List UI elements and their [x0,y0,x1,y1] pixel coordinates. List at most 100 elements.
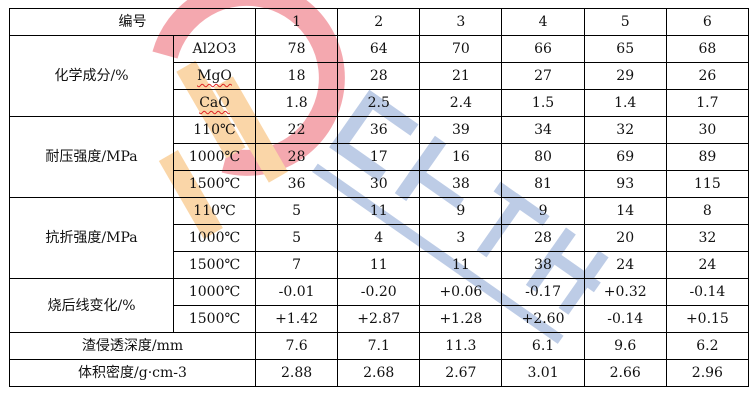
table-row: 烧后线变化/% 1000℃ -0.01 -0.20 +0.06 -0.17 +0.32 -0.… [9,278,750,333]
value-cell: 30 [665,116,750,144]
row-sublabel: CaO [173,89,256,117]
value-cell: 9.6 [583,332,667,360]
value-cell: 9 [419,197,503,225]
value-cell: 66 [501,35,585,63]
value-cell: 30 [337,170,421,198]
value-cell: 11.3 [419,332,503,360]
value-cell: 78 [254,35,339,63]
value-cell: 70 [419,35,503,63]
value-cell: 36 [337,116,421,144]
group-label: 耐压强度/MPa [9,116,174,198]
value-cell: 16 [419,143,503,171]
value-cell: 32 [583,116,667,144]
value-cell: 5 [254,224,339,252]
value-cell: 22 [254,116,339,144]
value-cell: 4 [337,224,421,252]
column-header: 2 [337,8,421,36]
value-cell: 36 [254,170,339,198]
value-cell: 21 [419,62,503,90]
value-cell: 68 [665,35,750,63]
table-row: 1500℃ 7 11 11 38 24 24 [10,251,750,279]
header-label: 编号 [9,8,256,36]
value-cell: 20 [583,224,667,252]
column-header: 1 [254,8,339,36]
value-cell: 28 [254,143,339,171]
row-sublabel: MgO [173,62,256,90]
value-cell: 11 [337,251,421,279]
value-cell: 1.4 [583,89,667,117]
sublabel-text: 1500℃ [188,257,241,273]
sublabel-text: 110℃ [193,203,236,219]
value-cell: 1.5 [501,89,585,117]
value-cell: 64 [337,35,421,63]
value-cell: 3.01 [501,359,585,387]
table-row: 耐压强度/MPa 110℃ 22 36 39 34 32 30 [9,116,750,198]
value-cell: 24 [583,251,667,279]
column-header: 3 [419,8,503,36]
value-cell: +0.32 [583,278,667,306]
sublabel-text: 110℃ [193,122,236,138]
header-row: 编号 1 2 3 4 5 6 [9,8,750,36]
value-cell: 7.6 [254,332,339,360]
value-cell: 28 [337,62,421,90]
value-cell: 81 [501,170,585,198]
value-cell: 14 [583,197,667,225]
column-header: 6 [665,8,750,36]
value-cell: 3 [419,224,503,252]
table-row: MgO 18 28 21 27 29 26 [10,62,750,90]
value-cell: -0.14 [583,305,667,333]
row-sublabel: 1500℃ [173,305,256,333]
table-row: 1500℃ +1.42 +2.87 +1.28 +2.60 -0.14 +0.15 [10,305,750,333]
sublabel-text: 1000℃ [188,230,241,246]
value-cell: 18 [254,62,339,90]
sublabel-text: MgO [197,68,232,84]
row-sublabel: 1000℃ [173,143,256,171]
value-cell: 29 [583,62,667,90]
value-cell: 26 [665,62,750,90]
value-cell: 93 [583,170,667,198]
value-cell: +1.42 [254,305,339,333]
row-label: 渣侵透深度/mm [9,332,256,360]
value-cell: 115 [665,170,750,198]
column-header: 4 [501,8,585,36]
column-header: 5 [583,8,667,36]
sublabel-text: CaO [199,95,230,111]
table-row: 1000℃ 28 17 16 80 69 89 [10,143,750,171]
value-cell: 65 [583,35,667,63]
table-row: 渣侵透深度/mm 7.6 7.1 11.3 6.1 9.6 6.2 [9,332,750,360]
value-cell: +0.15 [665,305,750,333]
group-label: 抗折强度/MPa [9,197,174,279]
row-sublabel: 1500℃ [173,170,256,198]
row-sublabel: 1500℃ [173,251,256,279]
value-cell: 9 [501,197,585,225]
value-cell: 1.7 [665,89,750,117]
sublabel-text: 1000℃ [188,284,241,300]
sublabel-text: 1000℃ [188,149,241,165]
row-sublabel: 110℃ [173,116,256,144]
sublabel-text: Al2O3 [192,41,237,57]
sublabel-text: 1500℃ [188,176,241,192]
value-cell: 11 [337,197,421,225]
group-label: 化学成分/% [9,35,174,117]
value-cell: 24 [665,251,750,279]
value-cell: 2.5 [337,89,421,117]
value-cell: -0.17 [501,278,585,306]
table-row: 1000℃ 5 4 3 28 20 32 [10,224,750,252]
value-cell: 89 [665,143,750,171]
value-cell: 17 [337,143,421,171]
value-cell: +0.06 [419,278,503,306]
value-cell: 32 [665,224,750,252]
row-sublabel: 1000℃ [173,278,256,306]
sublabel-text: 1500℃ [188,311,241,327]
value-cell: 2.66 [583,359,667,387]
value-cell: 2.96 [665,359,750,387]
table-row: 抗折强度/MPa 110℃ 5 11 9 9 14 8 [9,197,750,279]
value-cell: 11 [419,251,503,279]
value-cell: 39 [419,116,503,144]
value-cell: +2.87 [337,305,421,333]
value-cell: 28 [501,224,585,252]
value-cell: 5 [254,197,339,225]
value-cell: 27 [501,62,585,90]
row-label: 体积密度/g·cm-3 [9,359,256,387]
table-row: CaO 1.8 2.5 2.4 1.5 1.4 1.7 [10,89,750,117]
